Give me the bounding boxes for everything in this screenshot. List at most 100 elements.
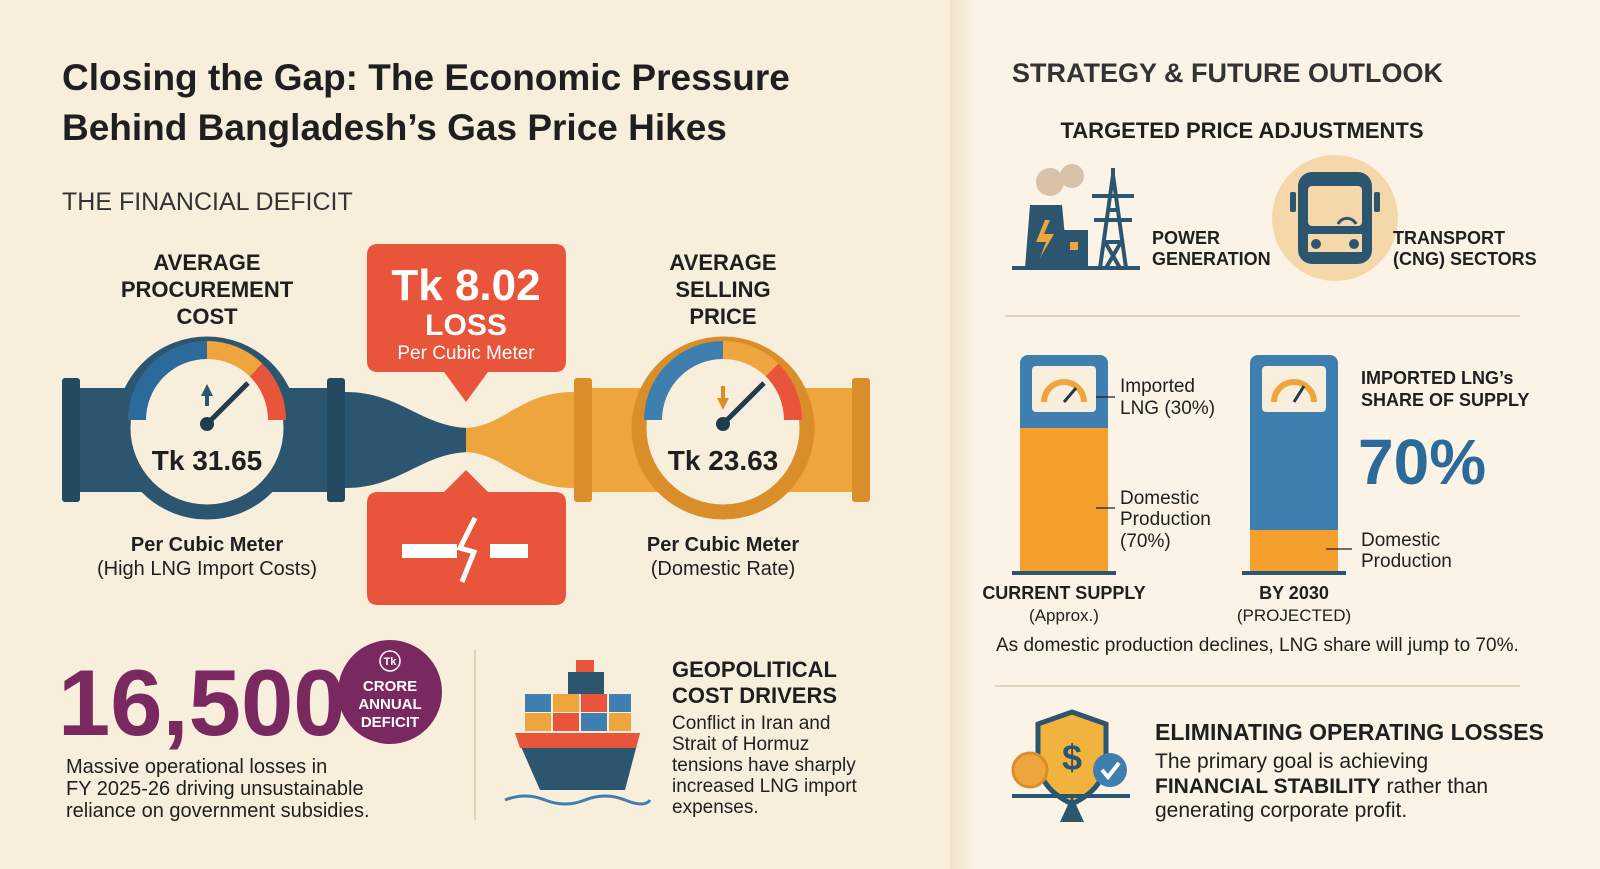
- ship-icon-part: [609, 694, 631, 712]
- sector-label: POWER: [1152, 228, 1220, 248]
- sector-label: (CNG) SECTORS: [1393, 249, 1537, 269]
- body: Strait of Hormuz: [672, 734, 809, 755]
- ship-icon-part: [568, 672, 604, 694]
- pipe-illustration-part: [852, 378, 870, 502]
- projected-supply-labels: IMPORTED LNG’s SHARE OF SUPPLY 70% Domes…: [1237, 368, 1530, 625]
- broken-gap-icon-part: [402, 544, 457, 558]
- label: Production: [1120, 509, 1211, 530]
- projected-supply-tank-part: [1271, 379, 1317, 403]
- body: tensions have sharply: [672, 755, 856, 776]
- ship-icon-part: [609, 713, 631, 731]
- pipe-illustration-part: [327, 378, 345, 502]
- tank-sub: (PROJECTED): [1237, 606, 1351, 625]
- body: rather than: [1387, 775, 1489, 798]
- selling-price: AVERAGE SELLING PRICE Tk 23.63 Per Cubic…: [647, 250, 799, 580]
- label: Imported: [1120, 376, 1195, 397]
- note: (High LNG Import Costs): [97, 558, 317, 580]
- bus-icon: [1272, 155, 1398, 281]
- body: increased LNG import: [672, 776, 858, 797]
- current-supply-tank: [1012, 355, 1116, 575]
- sector-label: GENERATION: [1152, 249, 1271, 269]
- ship-icon-part: [576, 660, 594, 672]
- label: SELLING: [675, 277, 770, 302]
- loss-callout-part: [367, 244, 566, 402]
- loss-unit: Per Cubic Meter: [397, 343, 535, 364]
- current-supply-tank-part: [1020, 428, 1108, 573]
- bus-icon-part: [1308, 234, 1362, 252]
- label: Production: [1361, 551, 1452, 572]
- unit: Per Cubic Meter: [131, 534, 283, 556]
- subheading: TARGETED PRICE ADJUSTMENTS: [1060, 118, 1423, 143]
- pipe-illustration-part: [345, 392, 468, 488]
- broken-gap-icon: [367, 470, 566, 605]
- ship-icon-part: [504, 794, 652, 806]
- badge-symbol: Tk: [384, 656, 398, 668]
- share-value: 70%: [1358, 426, 1486, 498]
- supply-note: As domestic production declines, LNG sha…: [996, 635, 1519, 656]
- pipe-illustration-part: [249, 363, 286, 421]
- panel-fold: [950, 0, 974, 869]
- operating-losses: ELIMINATING OPERATING LOSSES The primary…: [1155, 719, 1544, 822]
- stability-icon-part: [1060, 796, 1084, 822]
- value: Tk 31.65: [152, 445, 263, 476]
- section-heading: STRATEGY & FUTURE OUTLOOK: [1012, 58, 1443, 88]
- ship-icon-part: [553, 694, 579, 712]
- power-icon-part: [1036, 168, 1064, 196]
- body: The primary goal is achieving: [1155, 750, 1428, 773]
- loss-label: LOSS: [425, 309, 507, 342]
- power-icon: [1012, 164, 1140, 270]
- pipe-illustration-part: [721, 381, 766, 426]
- pipe-illustration-part: [466, 392, 574, 488]
- bus-icon-part: [1336, 216, 1358, 225]
- pipe-illustration-part: [644, 341, 724, 421]
- power-icon-part: [1036, 220, 1054, 258]
- badge-line: ANNUAL: [358, 696, 421, 713]
- value: Tk 23.63: [668, 445, 779, 476]
- bus-icon-part: [1290, 192, 1296, 212]
- bus-icon-part: [1374, 192, 1380, 212]
- label: Domestic: [1120, 488, 1199, 509]
- label: (70%): [1120, 531, 1171, 552]
- annual-deficit-part: [379, 650, 401, 672]
- power-icon-part: [1060, 164, 1084, 188]
- current-supply-tank-part: [1032, 366, 1096, 412]
- badge-line: CRORE: [363, 678, 417, 695]
- broken-gap-icon-part: [490, 544, 528, 558]
- label: COST: [176, 304, 238, 329]
- projected-supply-tank-part: [1250, 530, 1338, 573]
- title: Closing the Gap: The Economic Pressure B…: [62, 57, 790, 148]
- label: AVERAGE: [669, 250, 776, 275]
- projected-supply-tank-part: [1292, 385, 1306, 403]
- ship-icon-part: [525, 713, 551, 731]
- stability-icon: $: [1011, 709, 1130, 822]
- loss-callout: Tk 8.02 LOSS Per Cubic Meter: [367, 244, 566, 402]
- body: Conflict in Iran and: [672, 713, 830, 734]
- description: FY 2025-26 driving unsustainable: [66, 778, 364, 800]
- share-heading: SHARE OF SUPPLY: [1361, 390, 1529, 410]
- label: LNG (30%): [1120, 398, 1215, 419]
- stability-icon-part: [1100, 761, 1121, 781]
- bus-icon-part: [1349, 239, 1359, 249]
- bus-icon-part: [1311, 239, 1321, 249]
- ship-icon: [504, 660, 652, 806]
- note: (Domestic Rate): [651, 558, 795, 580]
- heading: COST DRIVERS: [672, 683, 837, 708]
- section-heading: THE FINANCIAL DEFICIT: [62, 188, 353, 216]
- pipe-illustration: [62, 336, 870, 520]
- icon-glyph: $: [1062, 737, 1082, 778]
- projected-supply-tank-part: [1262, 366, 1326, 412]
- ship-icon-part: [581, 713, 607, 731]
- title-line: Closing the Gap: The Economic Pressure: [62, 57, 790, 98]
- share-heading: IMPORTED LNG’s: [1361, 368, 1513, 388]
- heading: GEOPOLITICAL: [672, 657, 837, 682]
- annual-deficit-part: [338, 640, 442, 744]
- current-supply-tank-part: [1062, 387, 1078, 403]
- label: PROCUREMENT: [121, 277, 294, 302]
- deficit-number: 16,500: [58, 650, 346, 755]
- tank-label: CURRENT SUPPLY: [982, 583, 1145, 603]
- procurement-cost: AVERAGE PROCUREMENT COST Tk 31.65 Per Cu…: [97, 250, 317, 580]
- broken-gap-icon-part: [456, 516, 478, 583]
- pipe-illustration-part: [722, 341, 779, 377]
- stability-icon-part: [1011, 751, 1049, 789]
